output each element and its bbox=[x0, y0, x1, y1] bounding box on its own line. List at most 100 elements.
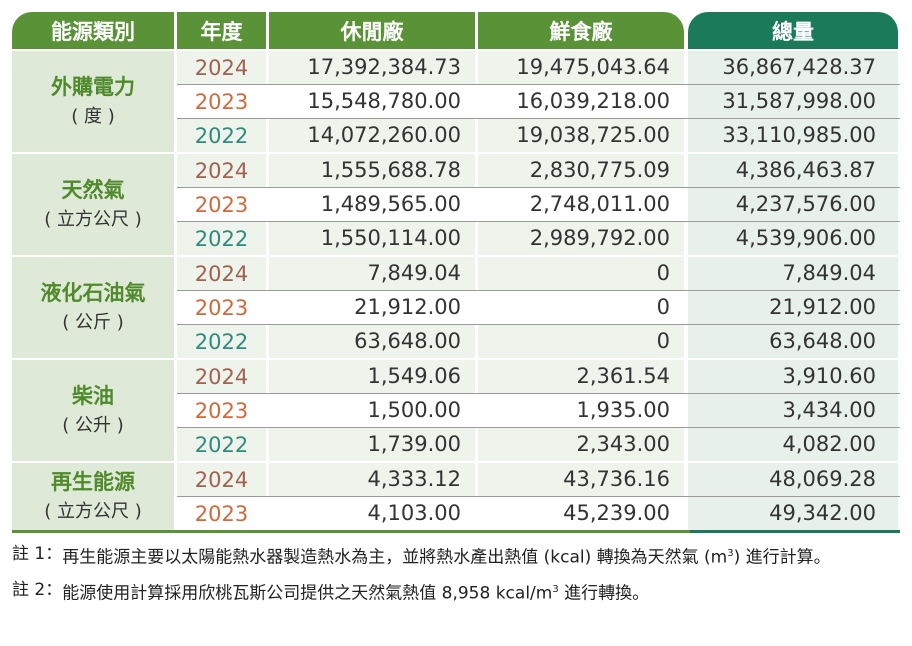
footnote-tail: ) 進行計算。 bbox=[733, 547, 831, 568]
table-bottom-rule bbox=[12, 530, 900, 533]
footnote-text: 能源使用計算採用欣桃瓦斯公司提供之天然氣熱值 8,958 kcal/m3 進行轉… bbox=[62, 574, 912, 610]
category-cell: 再生能源 ( 立方公尺 ) bbox=[12, 463, 174, 530]
leisure-value: 1,739.00 bbox=[269, 428, 475, 461]
header-category: 能源類別 bbox=[12, 12, 174, 49]
fresh-value: 45,239.00 bbox=[563, 501, 670, 525]
leisure-value: 15,548,780.00 bbox=[307, 89, 461, 113]
group-rows: 2024 1,555,688.78 2,830,775.09 4,386,463.87… bbox=[177, 154, 900, 255]
header-leisure: 休閒廠 bbox=[269, 12, 475, 49]
energy-group: 再生能源 ( 立方公尺 ) 2024 4,333.12 43,736.16 48,069.… bbox=[12, 463, 900, 530]
group-rows: 2024 1,549.06 2,361.54 3,910.60 2023 1,500.00… bbox=[177, 360, 900, 461]
table-row: 2024 1,555,688.78 2,830,775.09 4,386,463.87 bbox=[177, 154, 900, 188]
table-header: 能源類別 年度 休閒廠 鮮食廠 總量 bbox=[12, 12, 900, 49]
total-value: 21,912.00 bbox=[688, 291, 898, 324]
category-cell: 柴油 ( 公升 ) bbox=[12, 360, 174, 461]
table-row: 2022 1,739.00 2,343.00 4,082.00 bbox=[177, 428, 900, 461]
year-cell: 2022 bbox=[177, 428, 266, 461]
total-value: 4,539,906.00 bbox=[688, 222, 898, 255]
fresh-value: 0 bbox=[478, 257, 684, 290]
category-unit: ( 立方公尺 ) bbox=[44, 208, 142, 230]
category-cell: 液化石油氣 ( 公斤 ) bbox=[12, 257, 174, 358]
energy-group: 液化石油氣( 公斤 ) 2024 7,849.04 0 7,849.04 2023 21,9… bbox=[12, 257, 900, 358]
leisure-value: 14,072,260.00 bbox=[269, 119, 475, 152]
fresh-value: 19,038,725.00 bbox=[478, 119, 684, 152]
energy-group: 柴油 ( 公升 ) 2024 1,549.06 2,361.54 3,910.60 2023… bbox=[12, 360, 900, 461]
table-row: 2022 14,072,260.00 19,038,725.00 33,110,985… bbox=[177, 119, 900, 152]
table-row: 2024 7,849.04 0 7,849.04 bbox=[177, 257, 900, 291]
fresh-value: 2,830,775.09 bbox=[478, 154, 684, 187]
year-cell: 2022 bbox=[177, 119, 266, 152]
total-value: 4,237,576.00 bbox=[688, 188, 898, 221]
footnote-label: 註 2： bbox=[12, 579, 63, 600]
year-cell: 2024 bbox=[177, 360, 266, 393]
year-cell: 2023 bbox=[194, 398, 249, 423]
leisure-value: 63,648.00 bbox=[269, 325, 475, 358]
energy-group: 外購電力( 度 ) 2024 17,392,384.73 19,475,043.64 3… bbox=[12, 51, 900, 152]
superscript: 3 bbox=[727, 548, 734, 559]
year-cell: 2024 bbox=[177, 154, 266, 187]
fresh-value: 2,361.54 bbox=[478, 360, 684, 393]
fresh-value: 43,736.16 bbox=[478, 463, 684, 496]
year-cell: 2023 bbox=[194, 501, 249, 526]
header-year: 年度 bbox=[177, 12, 266, 49]
category-name: 柴油 bbox=[72, 383, 114, 408]
leisure-value: 4,333.12 bbox=[269, 463, 475, 496]
footnote-body: 能源使用計算採用欣桃瓦斯公司提供之天然氣熱值 8,958 kcal/m bbox=[62, 583, 553, 604]
table-row: 2022 1,550,114.00 2,989,792.00 4,539,906.00 bbox=[177, 222, 900, 255]
table-row: 2023 1,489,565.00 2,748,011.00 4,237,576.00 bbox=[177, 188, 900, 222]
year-cell: 2024 bbox=[177, 257, 266, 290]
fresh-value: 19,475,043.64 bbox=[478, 51, 684, 84]
category-unit: ( 公斤 ) bbox=[62, 311, 124, 333]
category-cell: 外購電力 ( 度 ) bbox=[12, 51, 174, 152]
footnote: 註 1： 再生能源主要以太陽能熱水器製造熱水為主，並將熱水產出熱值 (kcal) … bbox=[12, 538, 912, 574]
total-value: 48,069.28 bbox=[688, 463, 898, 496]
footnote-tail: 進行轉換。 bbox=[558, 583, 650, 604]
year-cell: 2023 bbox=[194, 89, 249, 114]
table-row: 2024 1,549.06 2,361.54 3,910.60 bbox=[177, 360, 900, 394]
year-cell: 2023 bbox=[194, 192, 249, 217]
footnote-body: 再生能源主要以太陽能熱水器製造熱水為主，並將熱水產出熱值 (kcal) 轉換為天… bbox=[62, 547, 728, 568]
fresh-value: 16,039,218.00 bbox=[516, 89, 670, 113]
table-row: 2023 1,500.00 1,935.00 3,434.00 bbox=[177, 394, 900, 428]
category-unit: ( 度 ) bbox=[71, 105, 115, 127]
table-body: 外購電力( 度 ) 2024 17,392,384.73 19,475,043.64 3… bbox=[12, 51, 900, 530]
footnotes: 註 1： 再生能源主要以太陽能熱水器製造熱水為主，並將熱水產出熱值 (kcal) … bbox=[12, 538, 912, 609]
leisure-value: 1,550,114.00 bbox=[269, 222, 475, 255]
fresh-value: 0 bbox=[656, 295, 670, 319]
table-row: 2023 4,103.00 45,239.00 49,342.00 bbox=[177, 497, 900, 530]
fresh-value: 2,989,792.00 bbox=[478, 222, 684, 255]
year-cell: 2022 bbox=[177, 325, 266, 358]
footnote-label: 註 1： bbox=[12, 544, 63, 564]
category-name: 再生能源 bbox=[51, 469, 135, 494]
category-name: 天然氣 bbox=[61, 177, 125, 202]
leisure-value: 17,392,384.73 bbox=[269, 51, 475, 84]
group-rows: 2024 7,849.04 0 7,849.04 2023 21,912.00 0 21,91… bbox=[177, 257, 900, 358]
header-total: 總量 bbox=[688, 12, 898, 49]
group-rows: 2024 17,392,384.73 19,475,043.64 36,867,428… bbox=[177, 51, 900, 152]
category-unit: ( 公升 ) bbox=[62, 414, 124, 436]
header-fresh: 鮮食廠 bbox=[478, 12, 684, 49]
category-cell: 天然氣 ( 立方公尺 ) bbox=[12, 154, 174, 255]
total-value: 31,587,998.00 bbox=[688, 85, 898, 118]
year-cell: 2024 bbox=[177, 463, 266, 496]
leisure-value: 4,103.00 bbox=[367, 501, 461, 525]
table-row: 2023 15,548,780.00 16,039,218.00 31,587,998… bbox=[177, 85, 900, 119]
table-row: 2023 21,912.00 0 21,912.00 bbox=[177, 291, 900, 325]
total-value: 36,867,428.37 bbox=[688, 51, 898, 84]
leisure-value: 1,549.06 bbox=[269, 360, 475, 393]
leisure-value: 1,500.00 bbox=[367, 398, 461, 422]
table-row: 2022 63,648.00 0 63,648.00 bbox=[177, 325, 900, 358]
total-value: 4,386,463.87 bbox=[688, 154, 898, 187]
table-row: 2024 17,392,384.73 19,475,043.64 36,867,428… bbox=[177, 51, 900, 85]
total-value: 3,910.60 bbox=[688, 360, 898, 393]
footnote: 註 2： 能源使用計算採用欣桃瓦斯公司提供之天然氣熱值 8,958 kcal/m3… bbox=[12, 574, 912, 610]
table-row: 2024 4,333.12 43,736.16 48,069.28 bbox=[177, 463, 900, 497]
energy-group: 天然氣 ( 立方公尺 ) 2024 1,555,688.78 2,830,775.09 4… bbox=[12, 154, 900, 255]
footnote-text: 再生能源主要以太陽能熱水器製造熱水為主，並將熱水產出熱值 (kcal) 轉換為天… bbox=[62, 538, 912, 574]
total-value: 7,849.04 bbox=[688, 257, 898, 290]
total-value: 33,110,985.00 bbox=[688, 119, 898, 152]
year-cell: 2024 bbox=[177, 51, 266, 84]
fresh-value: 2,748,011.00 bbox=[529, 192, 670, 216]
category-name: 外購電力 bbox=[51, 74, 135, 99]
group-rows: 2024 4,333.12 43,736.16 48,069.28 2023 4,103.… bbox=[177, 463, 900, 530]
